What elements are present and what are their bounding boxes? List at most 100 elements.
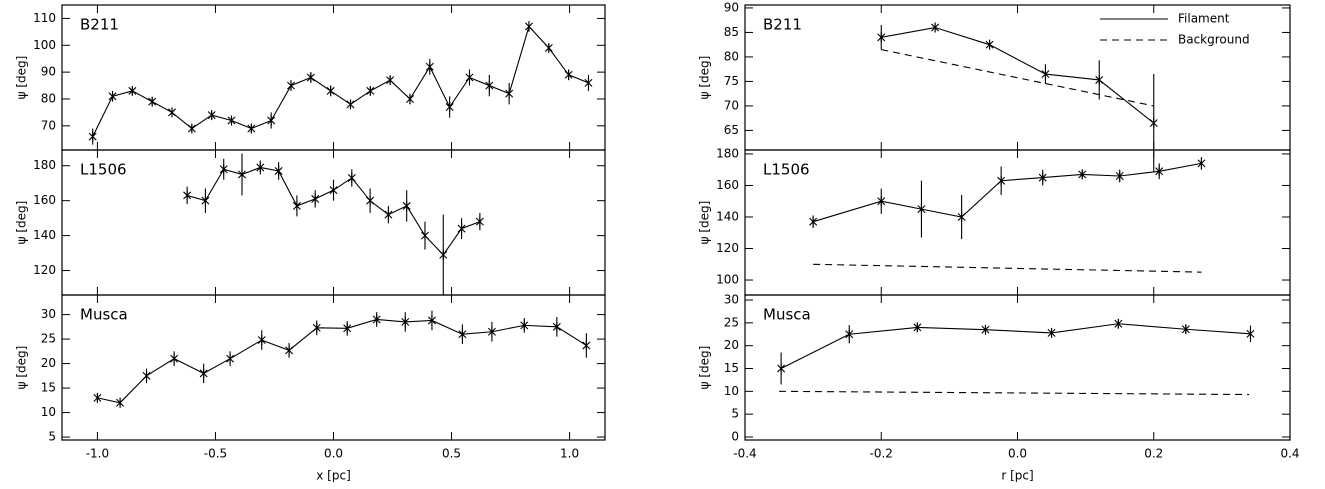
- y-tick-label: 180: [716, 146, 739, 160]
- y-axis-label: ψ [deg]: [698, 346, 712, 390]
- marker: [108, 91, 117, 102]
- marker: [475, 216, 484, 227]
- marker: [877, 32, 886, 43]
- y-tick-label: 75: [724, 74, 739, 88]
- marker: [187, 123, 196, 134]
- marker: [219, 164, 228, 175]
- marker: [207, 110, 216, 121]
- series-line: [881, 26, 1155, 124]
- marker: [1078, 169, 1087, 180]
- marker: [292, 200, 301, 211]
- y-tick-label: 10: [724, 384, 739, 398]
- series-line: [812, 162, 1202, 223]
- panel-title: L1506: [763, 161, 810, 179]
- marker: [1246, 328, 1255, 339]
- panel-title: Musca: [763, 306, 811, 324]
- y-tick-label: 10: [41, 405, 56, 419]
- series-line: [92, 25, 589, 137]
- x-tick-label: -0.4: [733, 447, 756, 461]
- marker: [1115, 171, 1124, 182]
- marker: [1095, 74, 1104, 85]
- marker: [1114, 318, 1123, 329]
- marker: [170, 353, 179, 364]
- y-tick-label: 5: [48, 430, 56, 444]
- marker: [465, 72, 474, 83]
- marker: [505, 88, 514, 99]
- plot-frame: [61, 294, 606, 441]
- y-tick-label: 15: [41, 381, 56, 395]
- series-line: [97, 318, 587, 404]
- marker: [485, 80, 494, 91]
- marker: [981, 324, 990, 335]
- marker: [957, 211, 966, 222]
- y-tick-label: 100: [33, 38, 56, 52]
- marker: [582, 340, 591, 351]
- marker: [128, 85, 137, 96]
- y-tick-label: 30: [724, 293, 739, 307]
- legend-label: Background: [1178, 33, 1250, 47]
- x-tick-label: -0.5: [204, 447, 227, 461]
- marker: [520, 320, 529, 331]
- x-tick-label: -0.2: [870, 447, 893, 461]
- marker: [1197, 158, 1206, 169]
- x-axis-label: x [pc]: [316, 469, 351, 483]
- y-tick-label: 85: [724, 25, 739, 39]
- y-tick-label: 90: [724, 0, 739, 14]
- marker: [227, 115, 236, 126]
- marker: [439, 249, 448, 260]
- marker: [544, 42, 553, 53]
- marker: [329, 185, 338, 196]
- x-tick-label: 0.0: [1008, 447, 1027, 461]
- marker: [931, 22, 940, 33]
- y-tick-label: 90: [41, 65, 56, 79]
- plot-frame: [744, 4, 1291, 151]
- marker: [366, 195, 375, 206]
- marker: [445, 102, 454, 113]
- y-axis-label: ψ [deg]: [15, 346, 29, 390]
- y-tick-label: 80: [41, 91, 56, 105]
- marker: [917, 204, 926, 215]
- marker: [1155, 166, 1164, 177]
- y-tick-label: 110: [33, 11, 56, 25]
- marker: [168, 107, 177, 118]
- x-tick-label: 0.4: [1280, 447, 1299, 461]
- x-tick-label: 0.2: [1144, 447, 1163, 461]
- marker: [256, 162, 265, 173]
- x-axis-label: r [pc]: [1001, 469, 1033, 483]
- y-tick-label: 160: [716, 178, 739, 192]
- marker: [257, 335, 266, 346]
- marker: [238, 169, 247, 180]
- panel-title: Musca: [80, 306, 128, 324]
- marker: [427, 315, 436, 326]
- marker: [274, 165, 283, 176]
- marker: [458, 329, 467, 340]
- y-tick-label: 70: [724, 98, 739, 112]
- marker: [877, 196, 886, 207]
- series-line: [881, 49, 1154, 107]
- x-tick-label: 0.5: [442, 447, 461, 461]
- marker: [267, 115, 276, 126]
- y-tick-label: 5: [731, 407, 739, 421]
- y-tick-label: 120: [716, 241, 739, 255]
- marker: [1149, 118, 1158, 129]
- marker: [584, 77, 593, 88]
- y-tick-label: 15: [724, 361, 739, 375]
- marker: [402, 200, 411, 211]
- marker: [226, 353, 235, 364]
- plot-frame: [744, 294, 1291, 441]
- marker: [809, 216, 818, 227]
- marker: [845, 329, 854, 340]
- marker: [311, 193, 320, 204]
- marker: [372, 314, 381, 325]
- marker: [199, 368, 208, 379]
- y-tick-label: 30: [41, 307, 56, 321]
- legend-label: Filament: [1178, 12, 1230, 26]
- plot-frame: [744, 149, 1291, 296]
- marker: [1047, 327, 1056, 338]
- marker: [93, 392, 102, 403]
- y-axis-label: ψ [deg]: [698, 56, 712, 100]
- marker: [425, 61, 434, 72]
- x-tick-label: 1.0: [560, 447, 579, 461]
- marker: [183, 190, 192, 201]
